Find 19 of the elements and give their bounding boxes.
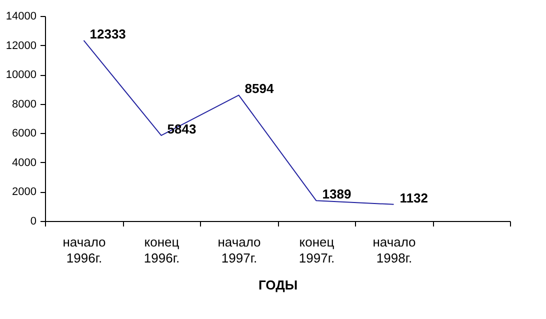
line-series bbox=[83, 40, 394, 205]
data-label: 8594 bbox=[244, 81, 274, 96]
y-tick-label: 8000 bbox=[12, 98, 36, 110]
x-tick-label: начало 1996г. bbox=[62, 234, 106, 266]
x-axis-title: ГОДЫ bbox=[258, 278, 298, 292]
y-tick-label: 6000 bbox=[12, 128, 36, 140]
y-tick-label: 2000 bbox=[12, 186, 36, 198]
y-tick-label: 10000 bbox=[6, 69, 36, 82]
y-tick-label: 12000 bbox=[6, 40, 36, 52]
data-label: 1389 bbox=[322, 186, 352, 202]
x-tick-label: начало 1998г. bbox=[372, 234, 416, 266]
y-tick-label: 4000 bbox=[12, 156, 36, 169]
y-tick-label: 0 bbox=[30, 216, 36, 228]
x-tick-label: начало 1997г. bbox=[218, 234, 261, 266]
x-tick-label: конец 1996г. bbox=[144, 234, 180, 266]
data-label: 12333 bbox=[90, 26, 126, 42]
x-tick-label: конец 1997г. bbox=[298, 234, 335, 266]
y-tick-label: 14000 bbox=[6, 10, 36, 22]
data-label: 1132 bbox=[400, 190, 428, 206]
